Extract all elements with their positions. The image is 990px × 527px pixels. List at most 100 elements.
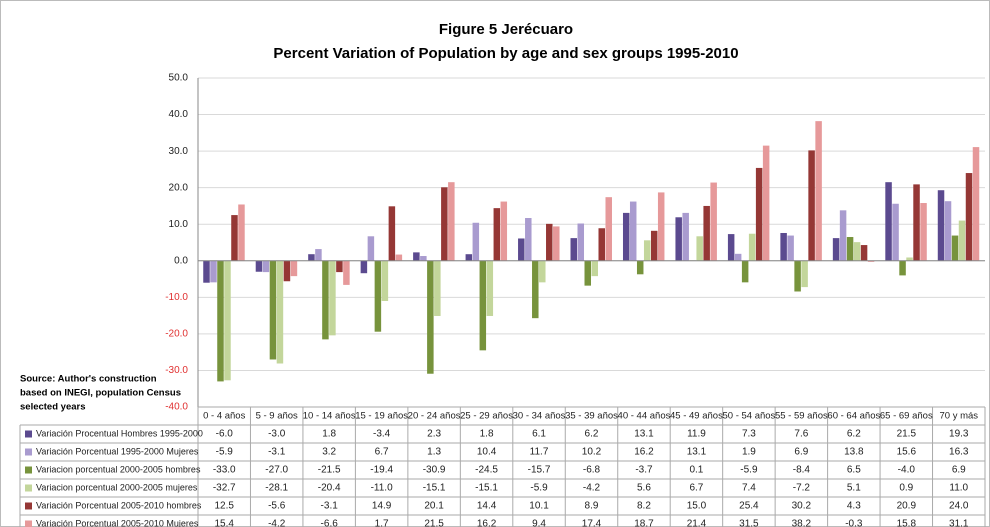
x-tick-label: 55 - 59 años <box>775 411 828 422</box>
value-label: -30.9 <box>423 465 446 476</box>
bar <box>972 147 980 261</box>
bar <box>336 260 343 273</box>
bar <box>217 260 224 382</box>
value-label: -4.2 <box>583 483 601 494</box>
bar <box>937 190 945 261</box>
value-label: -32.7 <box>213 483 236 494</box>
bar <box>427 260 434 374</box>
bar <box>276 260 284 364</box>
legend-swatch <box>25 484 32 492</box>
value-label: -4.0 <box>898 465 916 476</box>
value-label: 21.5 <box>897 429 917 440</box>
x-tick-label: 35 - 39 años <box>565 411 618 422</box>
value-label: 15.0 <box>687 501 707 512</box>
value-label: 6.2 <box>847 429 861 440</box>
bar <box>255 260 263 272</box>
bar <box>899 260 906 276</box>
y-tick-label: 30.0 <box>169 146 189 157</box>
value-label: 14.9 <box>372 501 392 512</box>
x-tick-label: 25 - 29 años <box>460 411 513 422</box>
bar <box>643 240 651 261</box>
legend-label: Variación Porcentual 1995-2000 Mujeres <box>36 446 199 456</box>
bar <box>794 260 801 292</box>
bar <box>553 226 560 261</box>
legend-swatch <box>25 466 32 474</box>
bar <box>525 218 532 261</box>
legend-label: Variacion porcentual 2000-2005 hombres <box>36 464 201 474</box>
bar <box>231 215 238 261</box>
value-label: -0.3 <box>845 519 863 527</box>
chart-title: Figure 5 Jerécuaro <box>439 21 573 38</box>
value-label: -7.2 <box>793 483 811 494</box>
value-label: -5.6 <box>268 501 286 512</box>
bar <box>360 260 368 274</box>
y-tick-label: -30.0 <box>165 365 188 376</box>
value-label: 6.7 <box>375 447 389 458</box>
bar <box>892 203 899 261</box>
bar <box>598 228 605 261</box>
bar <box>808 150 815 261</box>
bar <box>224 260 231 381</box>
x-tick-label: 10 - 14 años <box>303 411 356 422</box>
value-label: 31.5 <box>739 519 759 527</box>
x-tick-label: 5 - 9 años <box>256 411 298 422</box>
x-tick-label: 30 - 34 años <box>513 411 566 422</box>
value-label: 21.5 <box>424 519 444 527</box>
value-label: -6.6 <box>321 519 339 527</box>
value-label: -15.1 <box>423 483 446 494</box>
value-label: 1.8 <box>322 429 336 440</box>
bar <box>787 235 794 261</box>
x-tick-label: 70 y más <box>939 411 978 422</box>
value-label: 18.7 <box>634 519 654 527</box>
value-label: 15.4 <box>214 519 234 527</box>
source-note: selected years <box>20 402 86 413</box>
y-tick-label: 0.0 <box>174 255 188 266</box>
value-label: -15.7 <box>528 465 551 476</box>
value-label: 11.0 <box>949 483 968 494</box>
legend-label: Variación Procentual Hombres 1995-2000 <box>36 428 203 438</box>
value-label: 1.8 <box>480 429 494 440</box>
bar <box>395 254 403 261</box>
y-tick-label: -40.0 <box>165 402 188 413</box>
bar <box>801 260 808 288</box>
value-label: -5.9 <box>216 447 234 458</box>
value-label: 14.4 <box>477 501 497 512</box>
bar <box>867 260 875 262</box>
x-tick-label: 20 - 24 años <box>408 411 461 422</box>
source-note: based on INEGI, population Census <box>20 388 181 399</box>
legend-swatch <box>25 520 32 527</box>
value-label: 8.2 <box>637 501 651 512</box>
y-tick-label: -20.0 <box>165 329 188 340</box>
value-label: 1.7 <box>375 519 389 527</box>
value-label: 10.2 <box>582 447 602 458</box>
bar <box>539 260 546 283</box>
bar <box>322 260 329 340</box>
bar <box>367 236 375 261</box>
bar <box>727 234 735 261</box>
value-label: 6.7 <box>689 483 703 494</box>
x-tick-label: 15 - 19 años <box>355 411 408 422</box>
bar <box>434 260 441 316</box>
value-label: -3.1 <box>321 501 339 512</box>
value-label: 21.4 <box>687 519 707 527</box>
bar <box>283 260 291 282</box>
value-label: -6.0 <box>216 429 234 440</box>
bar <box>381 260 389 301</box>
bar <box>591 260 598 277</box>
value-label: -3.4 <box>373 429 391 440</box>
value-label: -15.1 <box>475 483 498 494</box>
value-label: 15.8 <box>897 519 917 527</box>
bar <box>203 260 210 283</box>
bar <box>832 238 840 261</box>
value-label: 24.0 <box>949 501 969 512</box>
bar <box>413 252 420 261</box>
value-label: 6.1 <box>532 429 546 440</box>
value-label: -3.1 <box>268 447 286 458</box>
value-label: 16.2 <box>477 519 497 527</box>
value-label: -28.1 <box>265 483 288 494</box>
bar <box>762 145 770 261</box>
source-note: Source: Author's construction <box>20 374 157 385</box>
bar <box>269 260 277 360</box>
bar <box>486 260 494 316</box>
